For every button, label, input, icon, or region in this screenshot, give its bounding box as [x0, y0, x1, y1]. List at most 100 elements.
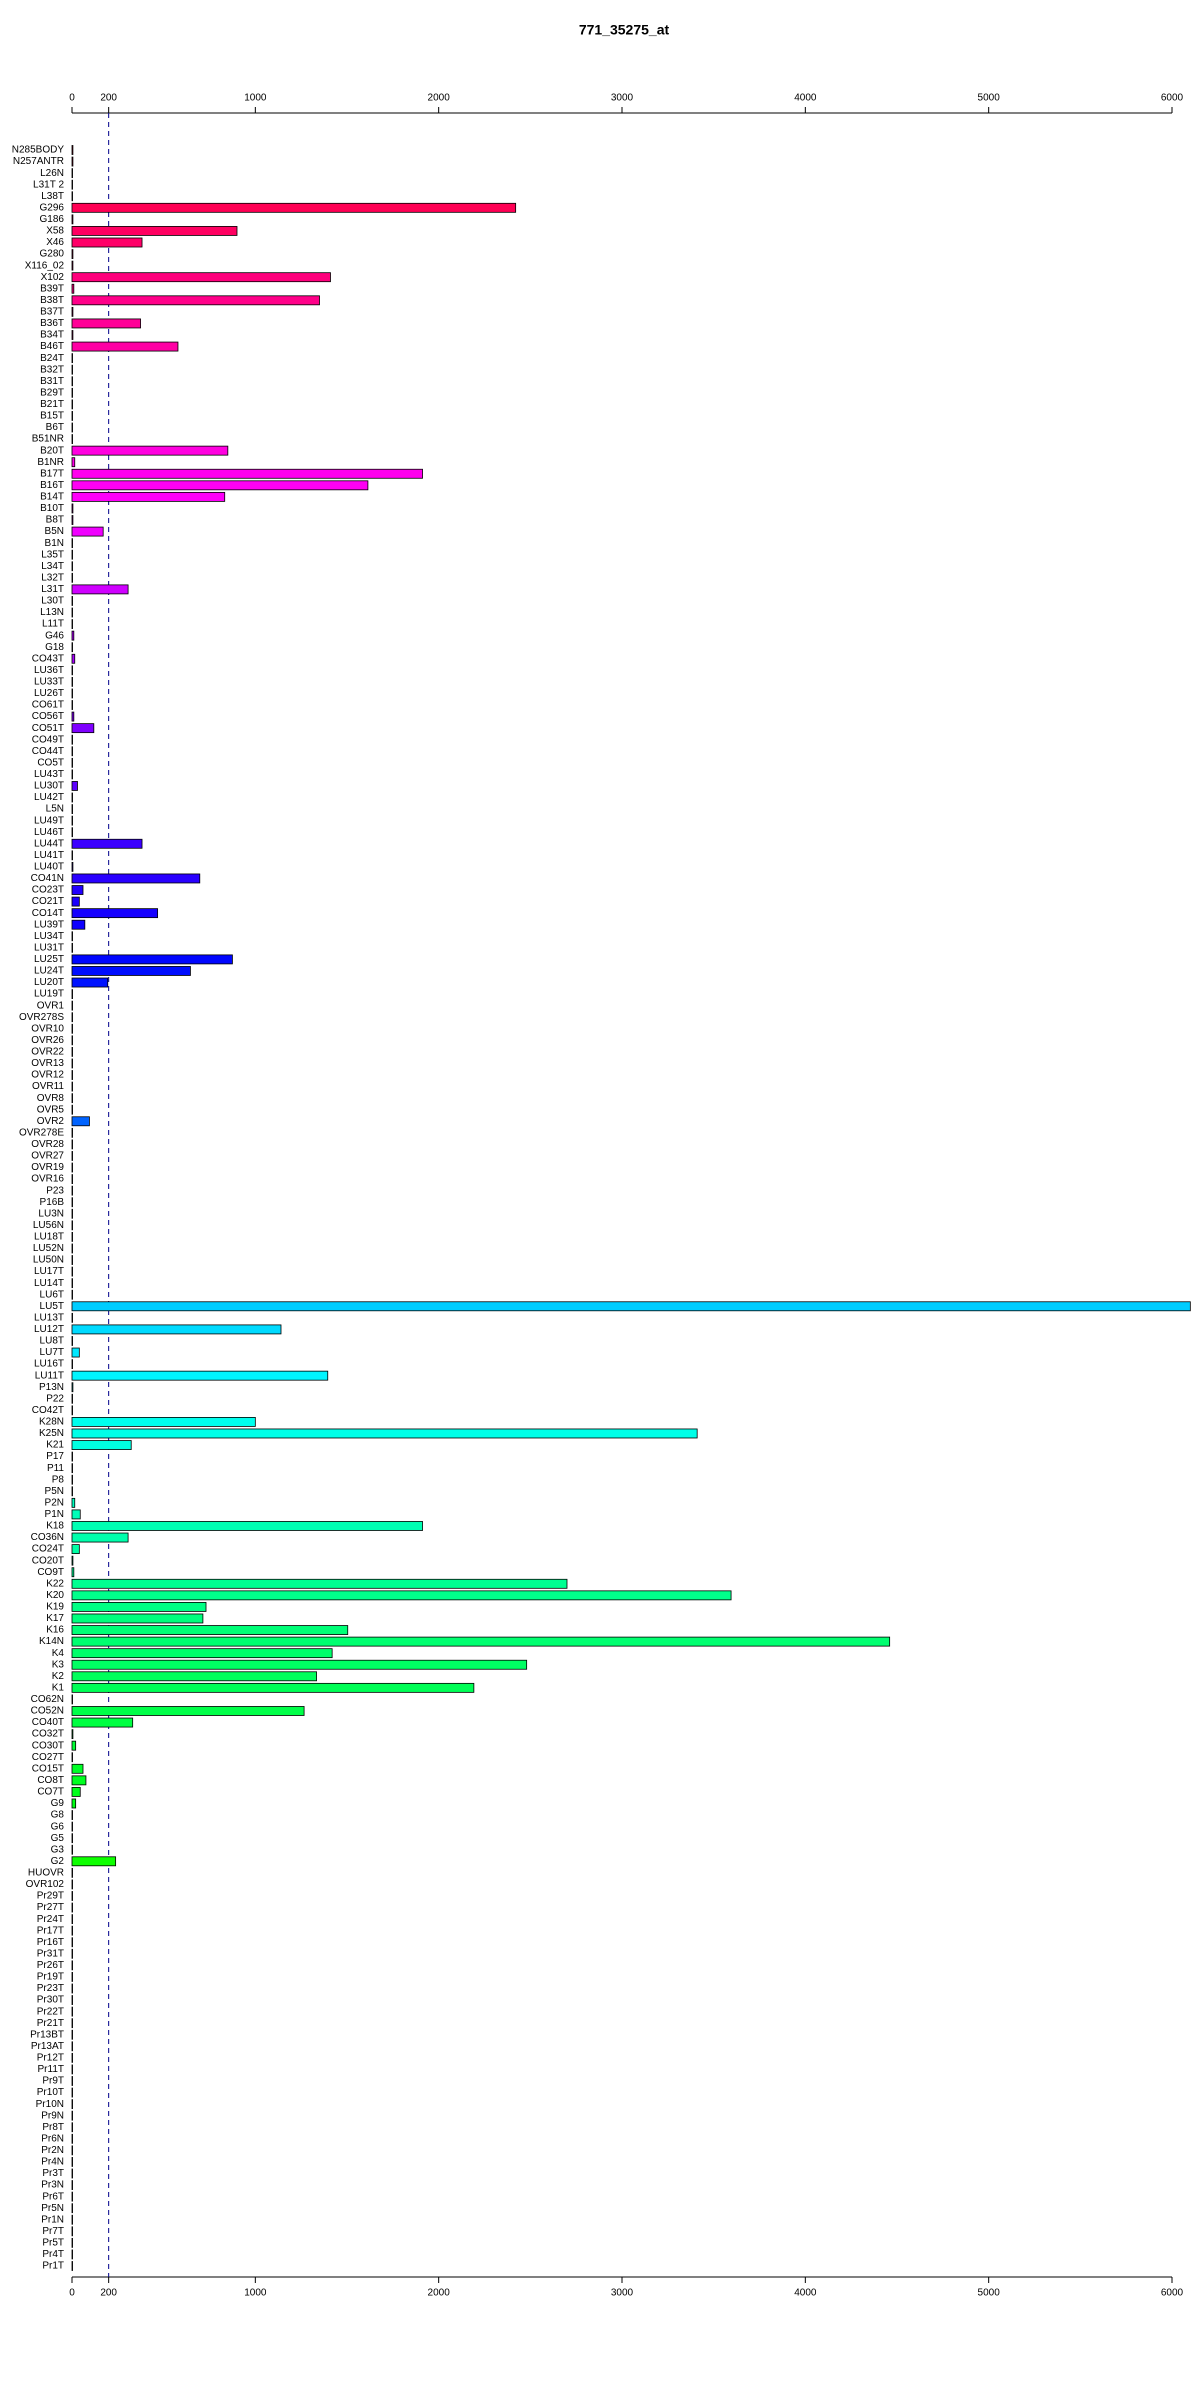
y-tick-label: Pr3N [41, 2180, 64, 2191]
y-tick-label: G2 [51, 1856, 65, 1867]
bar [71, 1312, 73, 1323]
y-tick-label: L35T [41, 549, 64, 560]
y-tick-label: K14N [39, 1636, 64, 1647]
bar [71, 2029, 73, 2040]
x-tick-label: 4000 [794, 2288, 817, 2299]
bar [71, 411, 73, 421]
y-tick-label: Pr4N [41, 2157, 64, 2168]
bar [71, 1289, 73, 1300]
bar [71, 2076, 73, 2086]
bar [71, 1775, 87, 1786]
y-tick-label: CO41N [31, 873, 64, 884]
bar [71, 711, 75, 722]
bar [71, 989, 73, 999]
y-tick-label: LU16T [34, 1359, 64, 1370]
bar [71, 2261, 73, 2271]
bar [71, 1278, 73, 1289]
y-tick-label: L26N [40, 168, 64, 179]
bar [71, 434, 73, 444]
bar [71, 1127, 73, 1138]
y-tick-label: P16B [40, 1197, 65, 1208]
bar [71, 156, 74, 167]
y-tick-label: CO43T [32, 653, 64, 664]
y-tick-label: G5 [51, 1833, 65, 1844]
bar [71, 1081, 73, 1092]
y-tick-label: L38T [41, 191, 64, 202]
bar [71, 1706, 305, 1716]
y-tick-label: P2N [45, 1497, 64, 1508]
y-tick-label: L31T 2 [33, 179, 64, 190]
bar [71, 1544, 80, 1555]
bar [71, 1914, 73, 1925]
y-tick-label: K18 [46, 1521, 64, 1532]
bar [71, 630, 75, 641]
bar [71, 1555, 74, 1566]
bar [71, 1578, 568, 1589]
bar [71, 2041, 73, 2052]
bar [71, 468, 423, 479]
y-tick-label: LU40T [34, 862, 64, 873]
bar [71, 2064, 73, 2075]
y-tick-label: K1 [52, 1682, 65, 1693]
bar [71, 2133, 73, 2144]
bar [71, 1000, 73, 1011]
y-tick-label: CO23T [32, 885, 64, 896]
bar [71, 1810, 73, 1820]
y-tick-label: Pr5N [41, 2203, 64, 2214]
y-tick-label: Pr6T [42, 2191, 64, 2202]
bar [71, 977, 109, 988]
x-tick-label: 1000 [244, 2288, 267, 2299]
bar [71, 1035, 73, 1046]
bar [71, 908, 159, 919]
bar [71, 376, 73, 387]
bar [71, 873, 201, 884]
y-tick-label: P23 [46, 1185, 64, 1196]
bar [71, 2237, 73, 2248]
bar [71, 827, 73, 838]
bar [71, 515, 74, 525]
y-tick-label: LU56N [33, 1220, 64, 1231]
y-tick-label: OVR16 [31, 1174, 64, 1185]
y-tick-label: Pr9N [41, 2110, 64, 2121]
bar [71, 168, 73, 179]
y-tick-label: CO21T [32, 896, 64, 907]
y-tick-label: Pr13AT [31, 2041, 64, 2052]
y-tick-label: LU36T [34, 665, 64, 676]
y-tick-label: N257ANTR [13, 156, 64, 167]
y-tick-label: Pr10T [37, 2087, 64, 2098]
y-tick-label: CO56T [32, 711, 64, 722]
bar [71, 387, 73, 398]
y-tick-label: Pr29T [37, 1891, 64, 1902]
bar [71, 1405, 73, 1416]
y-tick-label: Pr4T [42, 2249, 64, 2260]
bar [71, 1972, 73, 1982]
bar [71, 503, 74, 514]
bar [71, 2168, 73, 2179]
bar [71, 1208, 73, 1219]
bar [71, 249, 74, 259]
y-tick-label: B51NR [32, 434, 64, 445]
y-tick-label: Pr30T [37, 1995, 64, 2006]
bar [71, 2191, 73, 2202]
bar [71, 445, 229, 456]
bar [71, 2052, 73, 2063]
y-tick-label: N285BODY [12, 145, 65, 156]
y-tick-label: K3 [52, 1659, 65, 1670]
y-tick-label: LU5T [40, 1301, 64, 1312]
y-tick-label: LU43T [34, 769, 64, 780]
bar [71, 1185, 73, 1196]
bar [71, 306, 74, 317]
bar [71, 1671, 317, 1682]
bar [71, 422, 73, 433]
y-tick-label: OVR278E [19, 1127, 64, 1138]
bar [71, 1116, 90, 1127]
bar [71, 191, 73, 202]
bar [71, 145, 74, 155]
y-tick-label: Pr17T [37, 1925, 64, 1936]
y-tick-label: L11T [42, 619, 64, 630]
bar [71, 1497, 76, 1508]
bar [71, 2122, 73, 2133]
bar [71, 1752, 73, 1763]
y-tick-label: P11 [47, 1463, 64, 1474]
bar [71, 399, 73, 410]
